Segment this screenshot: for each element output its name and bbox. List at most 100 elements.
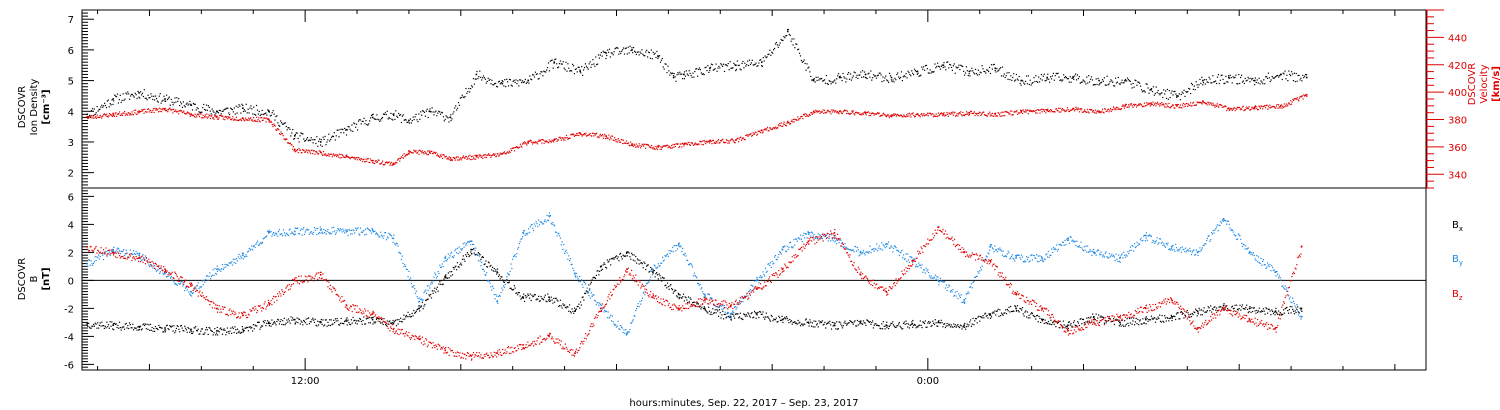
density-series-sample xyxy=(864,76,867,79)
bx-series-sample xyxy=(528,294,530,297)
velocity-series-sample xyxy=(659,148,661,150)
density-series-sample xyxy=(585,65,587,67)
bx-series-sample xyxy=(493,267,495,270)
density-series-sample xyxy=(1164,93,1166,95)
bx-series-sample xyxy=(769,320,772,322)
density-series-sample xyxy=(1067,78,1069,80)
density-series-sample xyxy=(107,99,109,101)
bx-series-sample xyxy=(643,261,645,263)
velocity-series-sample xyxy=(892,113,895,115)
density-series-sample xyxy=(240,112,242,114)
bx-series-sample xyxy=(995,310,998,312)
velocity-series-sample xyxy=(596,136,599,138)
velocity-series-sample xyxy=(339,157,341,159)
bx-series-sample xyxy=(403,314,405,316)
density-series-sample xyxy=(342,128,344,131)
density-series-sample xyxy=(337,129,339,131)
velocity-series-sample xyxy=(223,116,225,118)
density-series-sample xyxy=(364,123,366,125)
bx-series-sample xyxy=(958,326,961,329)
bx-series-sample xyxy=(489,265,491,267)
density-series-sample xyxy=(121,99,123,102)
bx-series-sample xyxy=(113,322,116,324)
velocity-series-sample xyxy=(242,118,245,120)
bx-series-sample xyxy=(294,322,296,324)
bx-series-sample xyxy=(847,322,849,324)
density-series-sample xyxy=(946,61,948,63)
bx-series-sample xyxy=(1151,317,1153,319)
velocity-series-sample xyxy=(239,119,241,121)
density-series-sample xyxy=(772,49,775,51)
density-series-sample xyxy=(684,75,687,77)
density-series-sample xyxy=(1083,80,1085,82)
velocity-series-sample xyxy=(902,116,904,118)
velocity-series-sample xyxy=(258,117,260,119)
velocity-series-sample xyxy=(1063,109,1065,111)
bx-series-sample xyxy=(100,325,102,327)
bx-series-sample xyxy=(664,285,666,287)
velocity-series-sample xyxy=(970,110,972,112)
density-series-sample xyxy=(221,110,223,112)
bx-series-sample xyxy=(144,323,147,325)
bx-series-sample xyxy=(318,324,320,326)
bx-series-sample xyxy=(397,323,399,325)
bx-series-sample xyxy=(661,276,664,278)
bx-series-sample xyxy=(1132,320,1134,322)
velocity-series-sample xyxy=(422,152,424,154)
bx-series-sample xyxy=(984,313,986,315)
bx-series-sample xyxy=(121,327,123,329)
bx-series-sample xyxy=(1262,308,1265,310)
velocity-series-sample xyxy=(196,113,198,116)
bx-series-sample xyxy=(793,321,795,324)
velocity-series-point xyxy=(968,111,971,114)
bx-series-sample xyxy=(693,301,695,303)
velocity-series-sample xyxy=(751,134,754,137)
velocity-series-sample xyxy=(129,114,131,116)
density-series-sample xyxy=(614,48,616,50)
bx-series-sample xyxy=(725,317,727,319)
by-series-sample xyxy=(154,265,156,267)
density-series-sample xyxy=(216,111,219,113)
velocity-series-sample xyxy=(456,159,459,161)
bx-series-sample xyxy=(512,289,514,291)
density-series-sample xyxy=(243,109,245,111)
density-series-sample xyxy=(970,70,972,72)
density-series-sample xyxy=(1214,80,1216,83)
density-series-sample xyxy=(687,74,689,76)
velocity-series-sample xyxy=(232,116,234,118)
density-series-sample xyxy=(96,105,98,108)
density-series-sample xyxy=(271,112,273,114)
bx-series-sample xyxy=(1140,323,1142,325)
velocity-series-sample xyxy=(346,154,348,156)
bx-series-sample xyxy=(87,325,89,327)
velocity-series-sample xyxy=(481,155,483,157)
bx-series-sample xyxy=(777,320,779,323)
velocity-series-sample xyxy=(821,111,823,113)
velocity-series-sample xyxy=(447,158,450,160)
bx-series-sample xyxy=(185,329,187,331)
velocity-series-sample xyxy=(941,113,943,115)
density-series-sample xyxy=(678,73,680,75)
bx-series-sample xyxy=(816,323,818,325)
bx-series-sample xyxy=(139,326,141,328)
velocity-series-sample xyxy=(507,151,509,153)
bx-series-sample xyxy=(566,305,568,308)
by-series-sample xyxy=(103,251,105,254)
velocity-series-sample xyxy=(488,154,490,156)
bx-series-sample xyxy=(1246,304,1248,306)
density-series-sample xyxy=(776,44,778,46)
velocity-series-sample xyxy=(1183,106,1185,108)
density-series-sample xyxy=(455,105,457,107)
velocity-series-sample xyxy=(629,145,631,147)
bx-series-sample xyxy=(1175,318,1177,321)
bx-series-sample xyxy=(506,279,508,281)
density-series-sample xyxy=(294,137,296,140)
density-series-sample xyxy=(175,101,177,103)
density-series-sample xyxy=(898,77,901,80)
velocity-series-sample xyxy=(294,148,296,150)
velocity-series-sample xyxy=(978,112,980,115)
bx-series-sample xyxy=(471,253,473,255)
velocity-series-sample xyxy=(667,146,669,149)
bx-series-sample xyxy=(548,300,551,303)
density-series-sample xyxy=(799,55,802,57)
